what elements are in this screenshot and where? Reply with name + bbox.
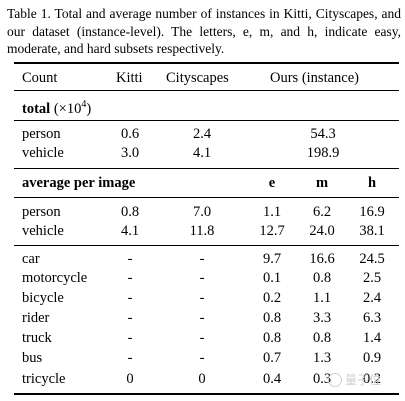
class-row-motorcycle-m: 0.8 (312, 270, 332, 286)
class-row-truck-kitti: - (127, 330, 133, 346)
class-row-truck-cityscapes: - (199, 330, 205, 346)
class-row-bus-label: bus (22, 350, 43, 366)
average-row-person-kitti: 0.8 (120, 204, 140, 220)
average-rule (14, 197, 399, 198)
class-row-bicycle-label: bicycle (22, 290, 64, 306)
class-row-motorcycle-cityscapes: - (199, 270, 205, 286)
class-row-motorcycle-label: motorcycle (22, 270, 88, 286)
class-row-rider-e: 0.8 (262, 310, 282, 326)
class-row-truck-e: 0.8 (262, 330, 282, 346)
header-kitti: Kitti (116, 70, 143, 86)
class-row-tricycle-label: tricycle (22, 371, 66, 387)
average-row-person-cityscapes: 7.0 (192, 204, 212, 220)
class-row-bus-h: 0.9 (362, 350, 382, 366)
class-row-car-m: 16.6 (309, 251, 335, 267)
class-row-truck-m: 0.8 (312, 330, 332, 346)
class-row-rider-label: rider (22, 310, 50, 326)
class-row-bus-e: 0.7 (262, 350, 282, 366)
class-row-bus-m: 1.3 (312, 350, 332, 366)
class-row-bicycle-kitti: - (127, 290, 133, 306)
total-row-vehicle-cityscapes: 4.1 (192, 145, 212, 161)
average-heading: average per image (22, 175, 136, 191)
total-label: total (22, 100, 51, 117)
average-row-vehicle-h: 38.1 (359, 223, 385, 239)
class-row-tricycle-m: 0.3 (312, 371, 332, 387)
average-row-vehicle-e: 12.7 (259, 223, 285, 239)
header-cityscapes: Cityscapes (166, 70, 229, 86)
total-row-vehicle-kitti: 3.0 (120, 145, 140, 161)
class-row-car-kitti: - (127, 251, 133, 267)
total-heading: total (×104) (22, 96, 91, 118)
class-row-truck-label: truck (22, 330, 52, 346)
class-row-bicycle-cityscapes: - (199, 290, 205, 306)
average-row-person-e: 1.1 (262, 204, 282, 220)
class-row-rider-cityscapes: - (199, 310, 205, 326)
class-row-tricycle-cityscapes: 0 (198, 371, 206, 387)
class-row-car-cityscapes: - (199, 251, 205, 267)
class-row-motorcycle-h: 2.5 (362, 270, 382, 286)
header-ours: Ours (instance) (270, 70, 359, 86)
table-caption: Table 1. Total and average number of ins… (7, 6, 401, 56)
average-row-vehicle-cityscapes: 11.8 (189, 223, 215, 239)
class-row-bus-kitti: - (127, 350, 133, 366)
class-row-car-e: 9.7 (262, 251, 282, 267)
class-row-rider-h: 6.3 (362, 310, 382, 326)
average-top-rule (14, 168, 399, 169)
total-row-person-label: person (22, 126, 61, 142)
classes-top-rule (14, 245, 399, 246)
total-row-person-ours: 54.3 (310, 126, 336, 142)
header-count: Count (22, 70, 58, 86)
bottom-rule (14, 393, 399, 395)
class-row-car-h: 24.5 (359, 251, 385, 267)
average-row-vehicle-m: 24.0 (309, 223, 335, 239)
average-row-person-m: 6.2 (312, 204, 332, 220)
class-row-tricycle-e: 0.4 (262, 371, 282, 387)
class-row-motorcycle-kitti: - (127, 270, 133, 286)
class-row-bicycle-m: 1.1 (312, 290, 332, 306)
average-row-vehicle-label: vehicle (22, 223, 64, 239)
total-row-person-kitti: 0.6 (120, 126, 140, 142)
class-row-truck-h: 1.4 (362, 330, 382, 346)
average-heading-e: e (268, 175, 276, 191)
average-row-person-h: 16.9 (359, 204, 385, 220)
average-heading-m: m (315, 175, 329, 191)
average-row-vehicle-kitti: 4.1 (120, 223, 140, 239)
total-row-vehicle-label: vehicle (22, 145, 64, 161)
average-row-person-label: person (22, 204, 61, 220)
total-row-vehicle-ours: 198.9 (306, 145, 340, 161)
watermark: 量子位 (328, 371, 381, 388)
class-row-bicycle-h: 2.4 (362, 290, 382, 306)
average-heading-h: h (367, 175, 377, 191)
class-row-rider-kitti: - (127, 310, 133, 326)
class-row-car-label: car (22, 251, 40, 267)
top-rule (14, 62, 399, 64)
total-rule (14, 120, 399, 121)
class-row-rider-m: 3.3 (312, 310, 332, 326)
watermark-text: 量子位 (345, 373, 382, 387)
header-rule (14, 90, 399, 91)
watermark-logo-icon (328, 372, 342, 387)
class-row-bicycle-e: 0.2 (262, 290, 282, 306)
class-row-bus-cityscapes: - (199, 350, 205, 366)
total-unit: (×104) (53, 99, 92, 117)
total-row-person-cityscapes: 2.4 (192, 126, 212, 142)
class-row-motorcycle-e: 0.1 (262, 270, 282, 286)
class-row-tricycle-kitti: 0 (126, 371, 134, 387)
class-row-tricycle-h: 0.2 (362, 371, 382, 387)
